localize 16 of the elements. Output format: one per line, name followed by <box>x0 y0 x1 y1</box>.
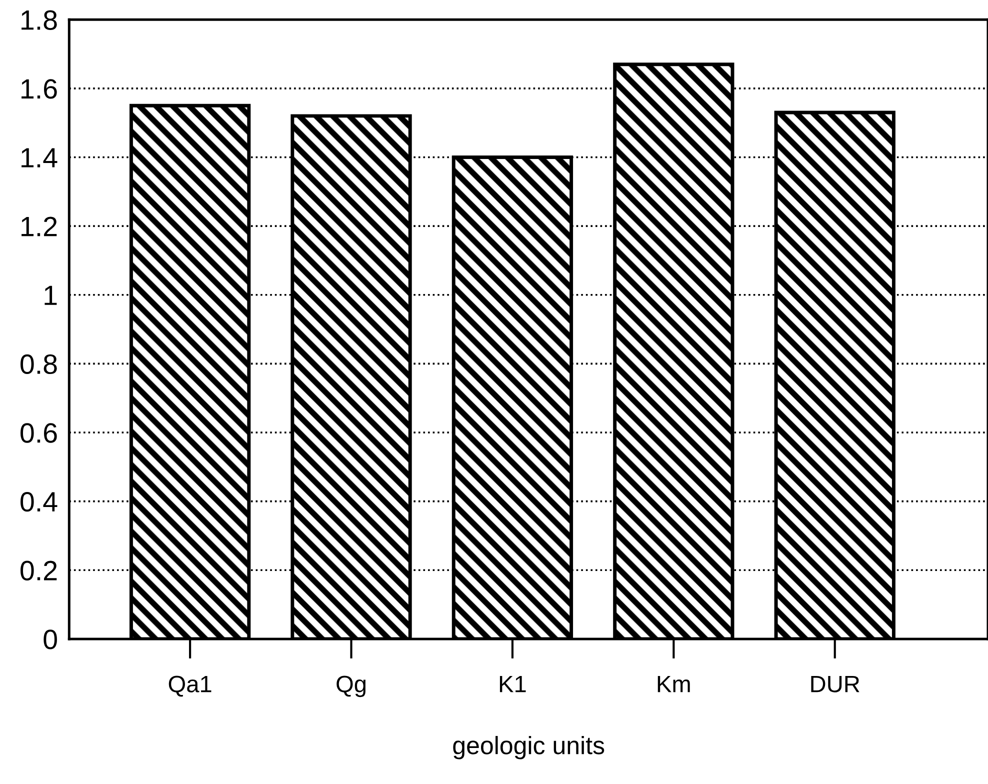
y-tick-label: 0.8 <box>20 354 57 374</box>
y-tick-label: 0.2 <box>20 560 57 580</box>
y-tick-label: 0.4 <box>20 492 58 512</box>
y-tick-label: 0.6 <box>20 423 57 443</box>
x-axis-title: geologic units <box>453 736 604 760</box>
x-tick-label: K1 <box>500 676 526 692</box>
x-tick-label: DUR <box>811 676 860 692</box>
y-tick-label: 1.4 <box>22 148 58 168</box>
x-tick-label: Qa1 <box>168 676 212 697</box>
x-tick-label: Qg <box>336 676 366 698</box>
y-tick-label: 1.2 <box>22 216 57 236</box>
y-tick-label: 1 <box>44 286 57 305</box>
y-tick-label: 1.6 <box>22 79 57 99</box>
y-tick-label: 1.8 <box>22 10 57 30</box>
y-tick-label: 0 <box>44 630 57 650</box>
x-tick-label: Km <box>658 676 690 692</box>
